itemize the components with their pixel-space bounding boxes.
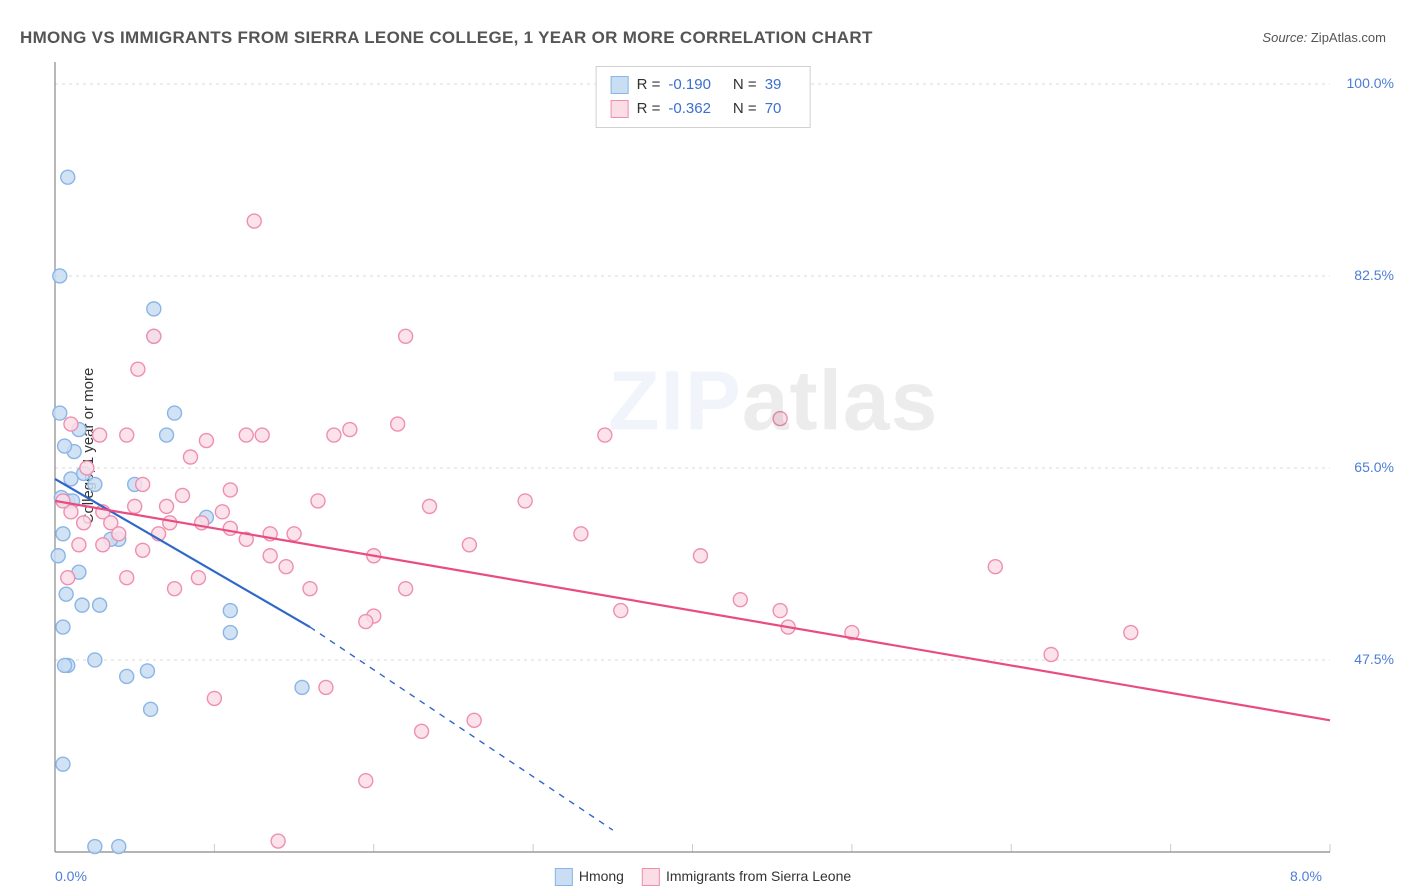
n-value-sierra-leone: 70 xyxy=(765,97,782,121)
legend-swatch-hmong xyxy=(611,76,629,94)
y-tick-label: 82.5% xyxy=(1354,267,1394,283)
legend-swatch-icon xyxy=(642,868,660,886)
n-value-hmong: 39 xyxy=(765,73,782,97)
y-tick-label: 47.5% xyxy=(1354,651,1394,667)
legend-item-hmong: Hmong xyxy=(555,868,624,886)
r-value-sierra-leone: -0.362 xyxy=(668,97,711,121)
r-label: R = xyxy=(637,73,661,97)
r-value-hmong: -0.190 xyxy=(668,73,711,97)
n-label: N = xyxy=(733,97,757,121)
legend-swatch-icon xyxy=(555,868,573,886)
legend-row-sierra-leone: R = -0.362 N = 70 xyxy=(611,97,796,121)
legend-row-hmong: R = -0.190 N = 39 xyxy=(611,73,796,97)
r-label: R = xyxy=(637,97,661,121)
legend-item-sierra-leone: Immigrants from Sierra Leone xyxy=(642,868,851,886)
chart-container: HMONG VS IMMIGRANTS FROM SIERRA LEONE CO… xyxy=(0,0,1406,892)
y-tick-label: 65.0% xyxy=(1354,459,1394,475)
legend-label-hmong: Hmong xyxy=(579,868,624,884)
x-tick-label: 0.0% xyxy=(55,868,87,884)
correlation-legend: R = -0.190 N = 39 R = -0.362 N = 70 xyxy=(596,66,811,128)
legend-label-sierra-leone: Immigrants from Sierra Leone xyxy=(666,868,851,884)
legend-swatch-sierra-leone xyxy=(611,100,629,118)
x-tick-label: 8.0% xyxy=(1290,868,1322,884)
series-legend: Hmong Immigrants from Sierra Leone xyxy=(555,868,851,886)
scatter-chart-svg xyxy=(0,0,1406,892)
n-label: N = xyxy=(733,73,757,97)
y-tick-label: 100.0% xyxy=(1347,75,1394,91)
